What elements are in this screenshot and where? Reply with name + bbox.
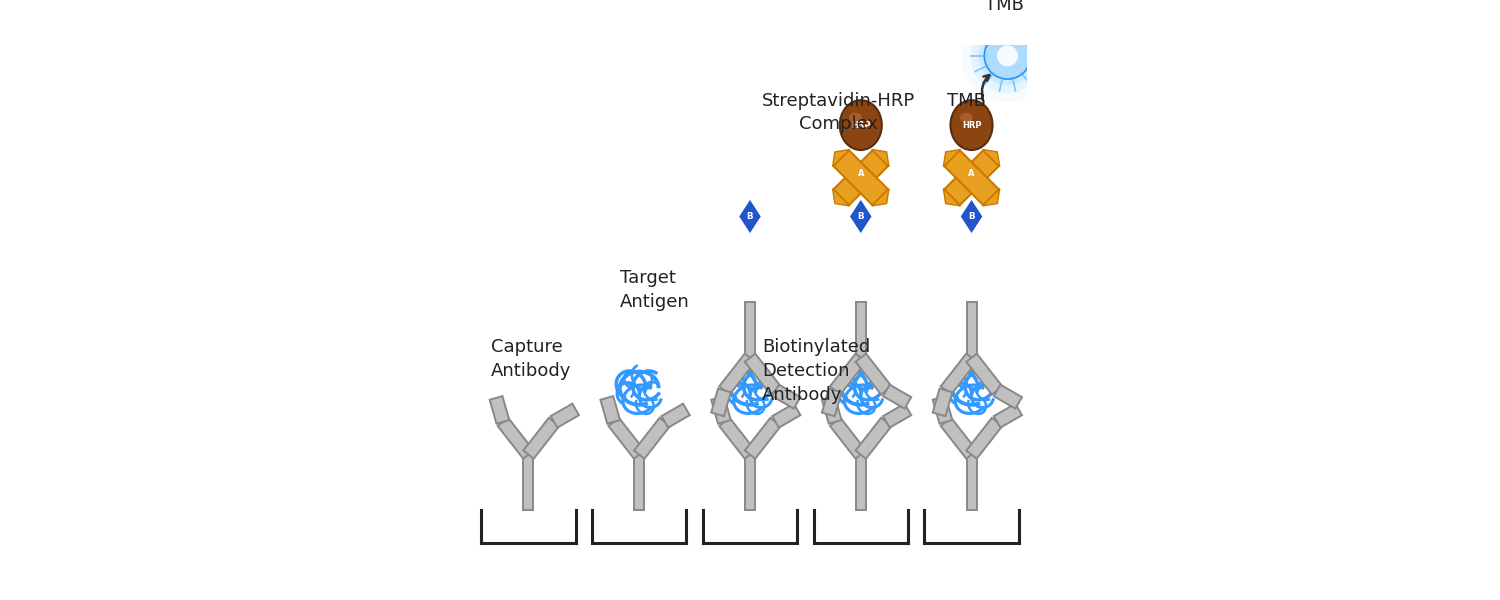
Polygon shape — [944, 151, 999, 205]
Polygon shape — [634, 455, 644, 510]
Polygon shape — [711, 396, 730, 424]
Polygon shape — [524, 455, 534, 510]
Polygon shape — [833, 149, 850, 167]
Polygon shape — [855, 353, 891, 395]
Text: Target
Antigen: Target Antigen — [620, 269, 690, 311]
Polygon shape — [662, 404, 690, 428]
Polygon shape — [856, 302, 865, 358]
Text: A: A — [969, 169, 975, 178]
Polygon shape — [884, 404, 910, 428]
Polygon shape — [524, 418, 560, 459]
Polygon shape — [982, 188, 999, 206]
Polygon shape — [855, 418, 891, 459]
Polygon shape — [609, 418, 645, 459]
Polygon shape — [833, 188, 850, 206]
Polygon shape — [830, 418, 866, 459]
Circle shape — [962, 10, 1054, 103]
Circle shape — [984, 32, 1030, 79]
Text: Biotinylated
Detection
Antibody: Biotinylated Detection Antibody — [762, 338, 870, 404]
Text: HRP: HRP — [850, 121, 870, 130]
Ellipse shape — [849, 113, 862, 122]
Polygon shape — [634, 418, 670, 459]
Polygon shape — [871, 188, 889, 206]
Polygon shape — [982, 149, 999, 167]
Ellipse shape — [960, 113, 972, 122]
Polygon shape — [738, 199, 762, 235]
Polygon shape — [994, 385, 1022, 409]
Polygon shape — [966, 353, 1002, 395]
Text: TMB: TMB — [986, 0, 1024, 14]
Ellipse shape — [840, 100, 882, 150]
Polygon shape — [940, 353, 976, 395]
Text: HRP: HRP — [962, 121, 981, 130]
Polygon shape — [550, 404, 579, 428]
Polygon shape — [822, 389, 842, 416]
Polygon shape — [718, 353, 754, 395]
Polygon shape — [772, 385, 801, 409]
Polygon shape — [498, 418, 534, 459]
Polygon shape — [600, 396, 619, 424]
Polygon shape — [966, 302, 976, 358]
Circle shape — [998, 46, 1018, 67]
Polygon shape — [746, 455, 754, 510]
Polygon shape — [994, 404, 1022, 428]
Polygon shape — [718, 418, 754, 459]
Polygon shape — [944, 151, 999, 205]
Polygon shape — [966, 418, 1002, 459]
Polygon shape — [772, 404, 801, 428]
Polygon shape — [944, 188, 960, 206]
Text: B: B — [858, 212, 864, 221]
Circle shape — [978, 27, 1036, 85]
Ellipse shape — [951, 100, 993, 150]
Polygon shape — [884, 385, 910, 409]
Polygon shape — [834, 151, 888, 205]
Text: TMB: TMB — [946, 92, 986, 110]
Polygon shape — [489, 396, 510, 424]
Polygon shape — [960, 199, 982, 235]
Polygon shape — [822, 396, 842, 424]
Polygon shape — [746, 418, 782, 459]
Polygon shape — [849, 199, 873, 235]
Polygon shape — [834, 151, 888, 205]
Circle shape — [970, 19, 1044, 93]
Polygon shape — [933, 396, 952, 424]
Polygon shape — [944, 149, 960, 167]
Text: B: B — [747, 212, 753, 221]
Text: Capture
Antibody: Capture Antibody — [490, 338, 572, 380]
Polygon shape — [933, 389, 952, 416]
Polygon shape — [871, 149, 889, 167]
Polygon shape — [746, 353, 782, 395]
Polygon shape — [746, 302, 754, 358]
Text: A: A — [858, 169, 864, 178]
Text: B: B — [968, 212, 975, 221]
Polygon shape — [856, 455, 865, 510]
Polygon shape — [966, 455, 976, 510]
Polygon shape — [711, 389, 730, 416]
Text: Streptavidin-HRP
Complex: Streptavidin-HRP Complex — [762, 92, 915, 133]
Polygon shape — [830, 353, 866, 395]
Polygon shape — [940, 418, 976, 459]
